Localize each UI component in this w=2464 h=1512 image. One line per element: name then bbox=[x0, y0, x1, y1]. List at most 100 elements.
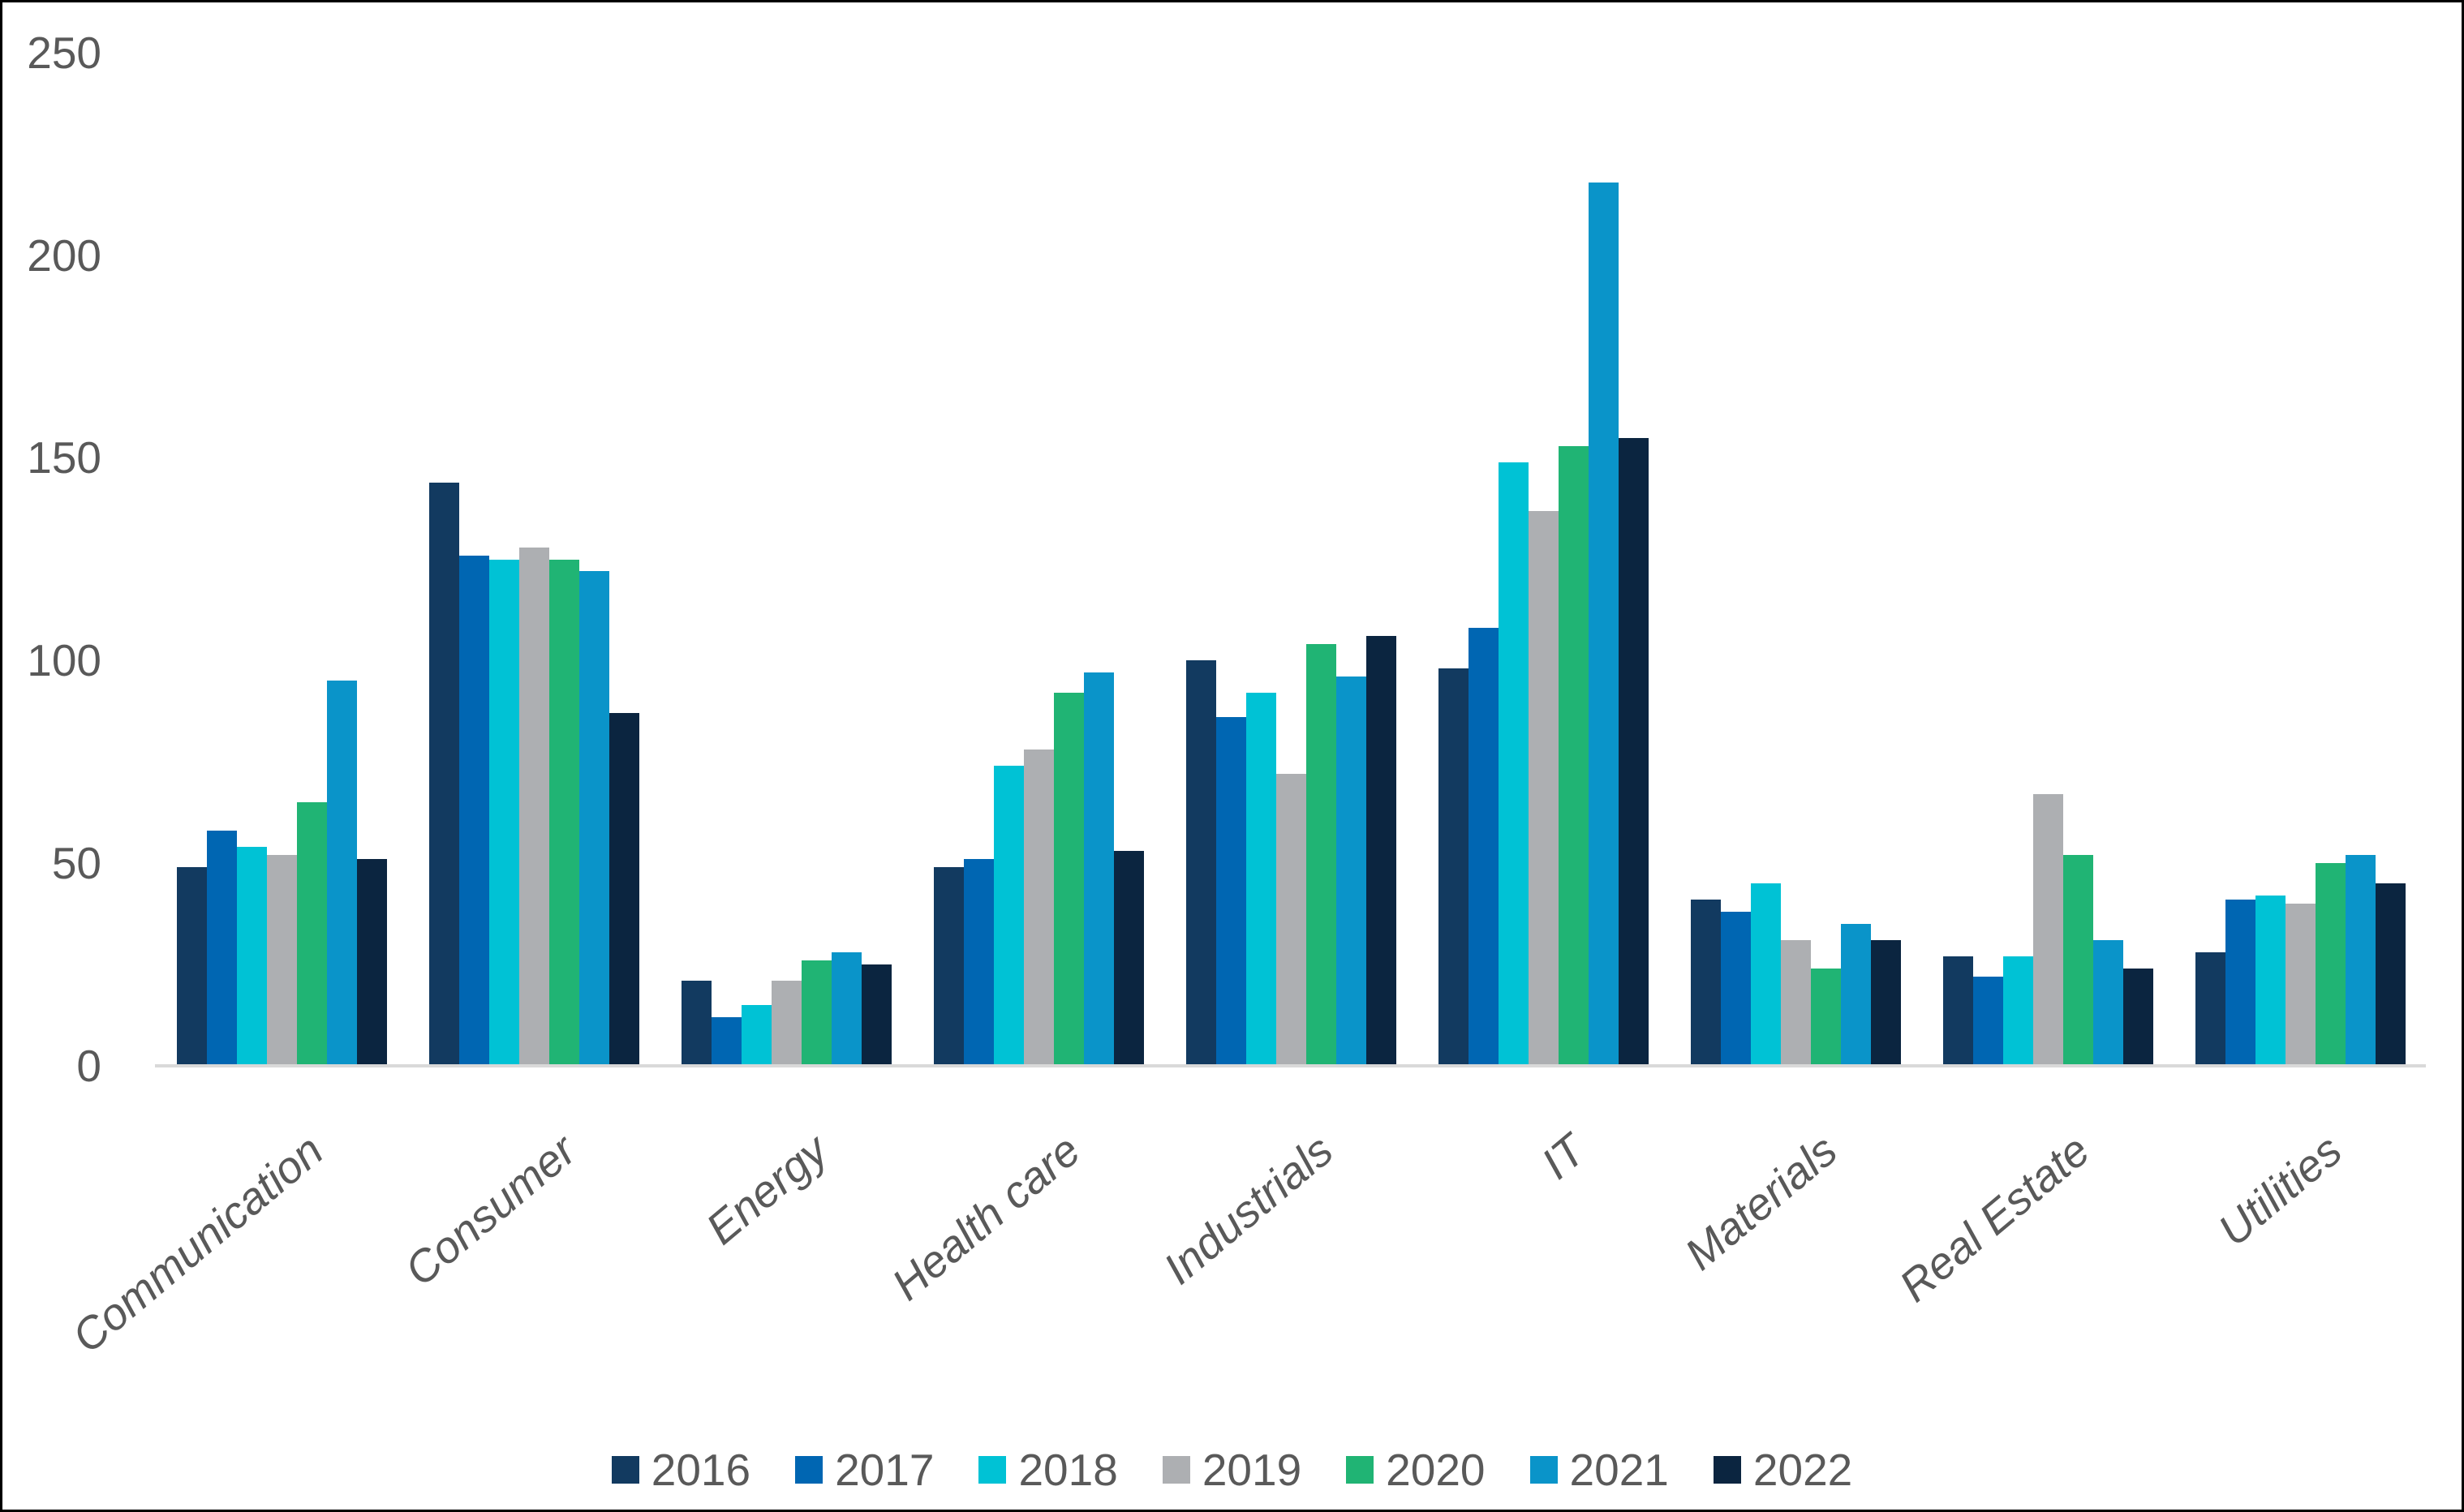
bar-industrials-2019 bbox=[1276, 774, 1306, 1066]
bar-health-care-2018 bbox=[994, 766, 1024, 1066]
legend-swatch-icon bbox=[1346, 1456, 1374, 1484]
bar-consumer-2020 bbox=[549, 559, 579, 1066]
bar-communication-2018 bbox=[237, 847, 267, 1066]
bar-materials-2017 bbox=[1721, 912, 1751, 1066]
bar-materials-2018 bbox=[1751, 883, 1781, 1066]
y-axis-tick-label: 200 bbox=[27, 230, 101, 281]
bar-consumer-2022 bbox=[609, 713, 639, 1066]
bar-industrials-2022 bbox=[1366, 636, 1396, 1066]
bar-energy-2016 bbox=[682, 981, 712, 1066]
bar-industrials-2020 bbox=[1306, 644, 1336, 1066]
bar-communication-2021 bbox=[327, 681, 357, 1066]
legend-swatch-icon bbox=[795, 1456, 823, 1484]
y-axis-tick-label: 250 bbox=[27, 28, 101, 78]
bar-it-2016 bbox=[1438, 668, 1469, 1066]
bar-health-care-2021 bbox=[1084, 672, 1114, 1066]
bar-real-estate-2021 bbox=[2093, 940, 2123, 1066]
bar-it-2018 bbox=[1499, 462, 1529, 1066]
bar-consumer-2019 bbox=[519, 547, 549, 1066]
bar-it-2017 bbox=[1469, 628, 1499, 1066]
bar-consumer-2021 bbox=[579, 571, 609, 1066]
legend-swatch-icon bbox=[1529, 1456, 1558, 1484]
bar-it-2021 bbox=[1589, 182, 1619, 1066]
y-axis-tick-label: 0 bbox=[76, 1041, 101, 1091]
x-axis-category-label: Health care bbox=[882, 1124, 1090, 1310]
bar-it-2019 bbox=[1529, 510, 1559, 1066]
bar-health-care-2020 bbox=[1054, 693, 1084, 1066]
y-axis-tick-label: 150 bbox=[27, 432, 101, 483]
bar-materials-2016 bbox=[1691, 900, 1721, 1066]
bar-real-estate-2022 bbox=[2123, 969, 2153, 1066]
legend-label: 2017 bbox=[835, 1445, 935, 1495]
bar-real-estate-2016 bbox=[1943, 956, 1973, 1066]
bar-energy-2022 bbox=[862, 964, 892, 1066]
legend-swatch-icon bbox=[978, 1456, 1007, 1484]
y-axis-tick-label: 100 bbox=[27, 635, 101, 685]
y-axis-tick-label: 50 bbox=[51, 838, 101, 888]
bar-communication-2022 bbox=[357, 859, 387, 1066]
bar-consumer-2018 bbox=[489, 559, 519, 1066]
legend-item-2018: 2018 bbox=[978, 1445, 1118, 1495]
bar-communication-2019 bbox=[267, 855, 297, 1066]
bar-communication-2017 bbox=[207, 831, 237, 1066]
bar-real-estate-2017 bbox=[1973, 977, 2003, 1066]
bar-it-2020 bbox=[1559, 445, 1589, 1066]
legend-item-2017: 2017 bbox=[795, 1446, 934, 1493]
bar-energy-2018 bbox=[742, 1005, 772, 1066]
legend-label: 2020 bbox=[1386, 1445, 1486, 1495]
bar-industrials-2017 bbox=[1216, 717, 1246, 1066]
bar-health-care-2019 bbox=[1024, 750, 1054, 1066]
bar-health-care-2022 bbox=[1114, 851, 1144, 1066]
legend-swatch-icon bbox=[611, 1456, 639, 1484]
bar-utilities-2022 bbox=[2376, 883, 2406, 1066]
x-axis-category-label: Utilities bbox=[2208, 1124, 2352, 1256]
bar-industrials-2018 bbox=[1246, 693, 1276, 1066]
x-axis-category-label: Energy bbox=[696, 1124, 838, 1254]
legend-swatch-icon bbox=[1713, 1456, 1741, 1484]
bar-communication-2020 bbox=[297, 802, 327, 1066]
bar-energy-2019 bbox=[772, 981, 802, 1066]
bar-industrials-2021 bbox=[1336, 677, 1366, 1066]
bar-materials-2019 bbox=[1781, 940, 1811, 1066]
bar-utilities-2017 bbox=[2225, 900, 2255, 1066]
bar-energy-2020 bbox=[802, 960, 832, 1066]
bar-materials-2022 bbox=[1871, 940, 1901, 1066]
bar-materials-2020 bbox=[1811, 969, 1841, 1066]
legend-label: 2021 bbox=[1569, 1445, 1669, 1495]
bar-utilities-2016 bbox=[2195, 952, 2225, 1066]
legend-item-2022: 2022 bbox=[1713, 1445, 1853, 1495]
bar-communication-2016 bbox=[177, 867, 207, 1066]
legend-item-2019: 2019 bbox=[1162, 1445, 1302, 1495]
legend-item-2021: 2021 bbox=[1529, 1445, 1669, 1495]
bar-industrials-2016 bbox=[1186, 660, 1216, 1066]
x-axis-category-label: IT bbox=[1531, 1124, 1595, 1189]
bar-real-estate-2018 bbox=[2003, 956, 2033, 1066]
bar-real-estate-2020 bbox=[2063, 855, 2093, 1066]
bar-utilities-2020 bbox=[2316, 863, 2346, 1066]
legend-label: 2018 bbox=[1018, 1445, 1118, 1495]
legend-label: 2019 bbox=[1202, 1445, 1302, 1495]
bar-utilities-2021 bbox=[2346, 855, 2376, 1066]
bar-consumer-2016 bbox=[429, 482, 459, 1066]
bar-it-2022 bbox=[1619, 437, 1649, 1066]
bar-utilities-2018 bbox=[2255, 896, 2286, 1066]
bar-energy-2021 bbox=[832, 952, 862, 1066]
x-axis-category-label: Industrials bbox=[1154, 1124, 1343, 1295]
bar-health-care-2016 bbox=[934, 867, 964, 1066]
x-axis-line bbox=[155, 1064, 2426, 1067]
bar-energy-2017 bbox=[712, 1017, 742, 1066]
x-axis-category-label: Real Estate bbox=[1890, 1124, 2100, 1312]
bar-utilities-2019 bbox=[2286, 904, 2316, 1066]
bar-materials-2021 bbox=[1841, 924, 1871, 1066]
x-axis-category-label: Materials bbox=[1675, 1124, 1847, 1280]
bar-consumer-2017 bbox=[459, 555, 489, 1066]
legend-item-2020: 2020 bbox=[1346, 1445, 1486, 1495]
legend-label: 2016 bbox=[651, 1445, 751, 1495]
legend-item-2016: 2016 bbox=[611, 1445, 751, 1495]
bar-health-care-2017 bbox=[964, 859, 994, 1066]
legend-label: 2022 bbox=[1752, 1445, 1853, 1495]
bar-real-estate-2019 bbox=[2033, 794, 2063, 1066]
legend-swatch-icon bbox=[1162, 1456, 1190, 1484]
